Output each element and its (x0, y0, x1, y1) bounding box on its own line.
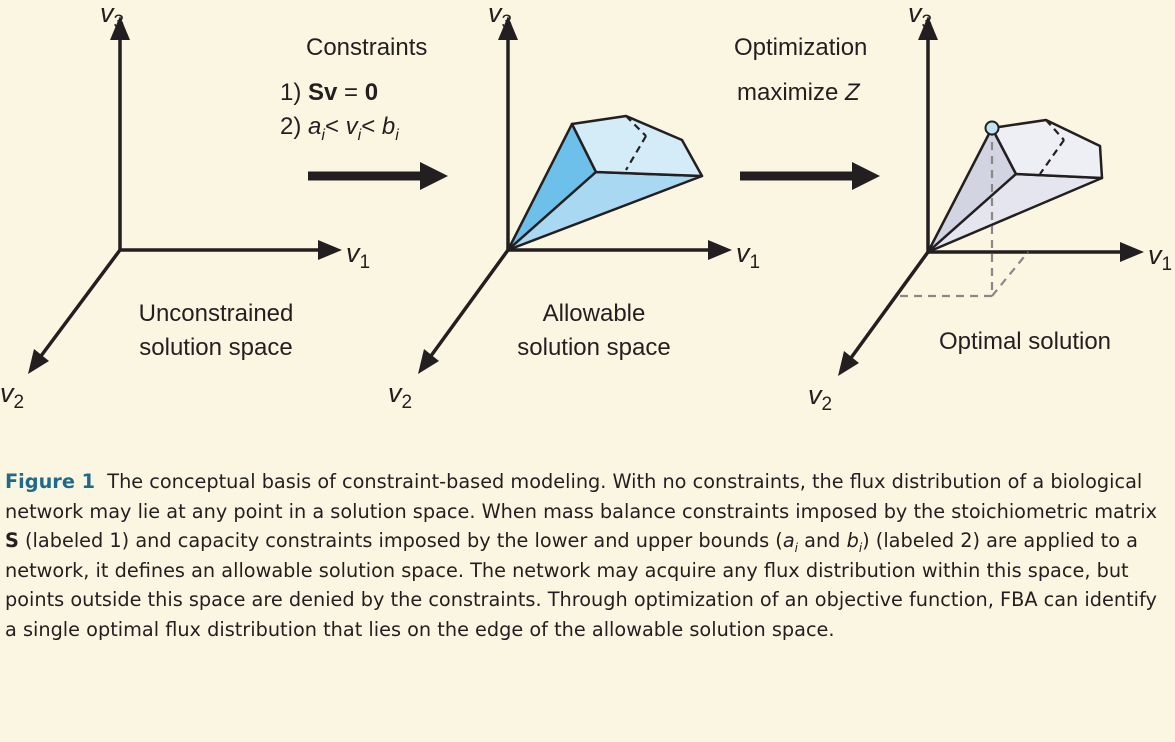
panel3-v1-arrowhead (1120, 242, 1144, 262)
panel1-v3-label: v3 (100, 0, 124, 33)
panel3-v1-label: v1 (1148, 240, 1172, 275)
panel1-label-line2: solution space (139, 334, 292, 361)
objective-label: maximize Z (737, 79, 861, 106)
panel3-label: Optimal solution (939, 328, 1111, 355)
figure-label: Figure 1 (5, 470, 96, 493)
caption-upper-bound: b (846, 529, 859, 552)
allowable-hidden-edge-2 (625, 135, 647, 171)
constraints-title: Constraints (306, 34, 427, 61)
panel1-v2-axis (36, 248, 122, 362)
allowable-polytope-face-top (570, 114, 704, 178)
panel2-v1-arrowhead (708, 240, 732, 260)
caption-sub-i: i (794, 540, 798, 555)
panel3-v2-arrowhead (838, 351, 859, 376)
optimal-hidden-edge-2 (1039, 139, 1065, 175)
panel1-v1-arrowhead (318, 240, 342, 260)
caption-part-3: ) (labeled 2) are applied to a network, … (5, 529, 1157, 641)
caption-part-2: (labeled 1) and capacity constraints imp… (25, 529, 783, 552)
caption-sub-i-2: i (858, 540, 863, 555)
panel2-v2-label: v2 (388, 378, 412, 413)
figure-caption: Figure 1 The conceptual basis of constra… (5, 467, 1170, 644)
optimization-arrowhead (852, 162, 880, 190)
panel-1-axes (28, 16, 342, 374)
panel1-v2-label: v2 (0, 378, 24, 413)
panel3-v3-label: v3 (908, 0, 932, 33)
optimal-polytope (896, 118, 1104, 298)
panel2-label-line2: solution space (517, 334, 670, 361)
allowable-polytope (506, 114, 704, 252)
panel2-v3-arrowhead (498, 16, 518, 40)
figure-diagram: v3 v1 v2 Unconstrained solution space Co… (0, 0, 1172, 415)
panel1-v2-arrowhead (28, 349, 49, 374)
constraint-2: 2) ai< vi< bi (280, 113, 399, 144)
constraint-1: 1) Sv = 0 (280, 79, 378, 106)
panel3-v3-arrowhead (918, 16, 938, 40)
optimization-title: Optimization (734, 34, 867, 61)
panel2-v1-label: v1 (736, 238, 760, 273)
optimal-hidden-edge (1045, 119, 1065, 141)
panel-2-axes (418, 16, 732, 374)
allowable-hidden-edge (625, 115, 647, 137)
panel1-v1-label: v1 (346, 238, 370, 273)
caption-and: and (804, 529, 841, 552)
optimal-projection-diagonal (991, 251, 1029, 297)
panel2-v2-axis (426, 248, 510, 362)
optimal-point (984, 120, 1000, 136)
caption-matrix-symbol: S (5, 529, 19, 552)
caption-part-1: The conceptual basis of constraint-based… (5, 470, 1158, 523)
panel1-label-line1: Unconstrained (139, 300, 294, 327)
panel2-v3-label: v3 (488, 0, 512, 33)
panel2-label-line1: Allowable (543, 300, 646, 327)
panel1-v3-arrowhead (110, 16, 130, 40)
panel3-v2-label: v2 (808, 380, 832, 415)
constraints-arrowhead (420, 162, 448, 190)
panel2-v2-arrowhead (418, 349, 439, 374)
panel3-v2-axis (846, 250, 930, 364)
caption-lower-bound: a (782, 529, 795, 552)
panel-3-axes (838, 16, 1144, 376)
optimal-polytope-face-top (990, 118, 1104, 180)
